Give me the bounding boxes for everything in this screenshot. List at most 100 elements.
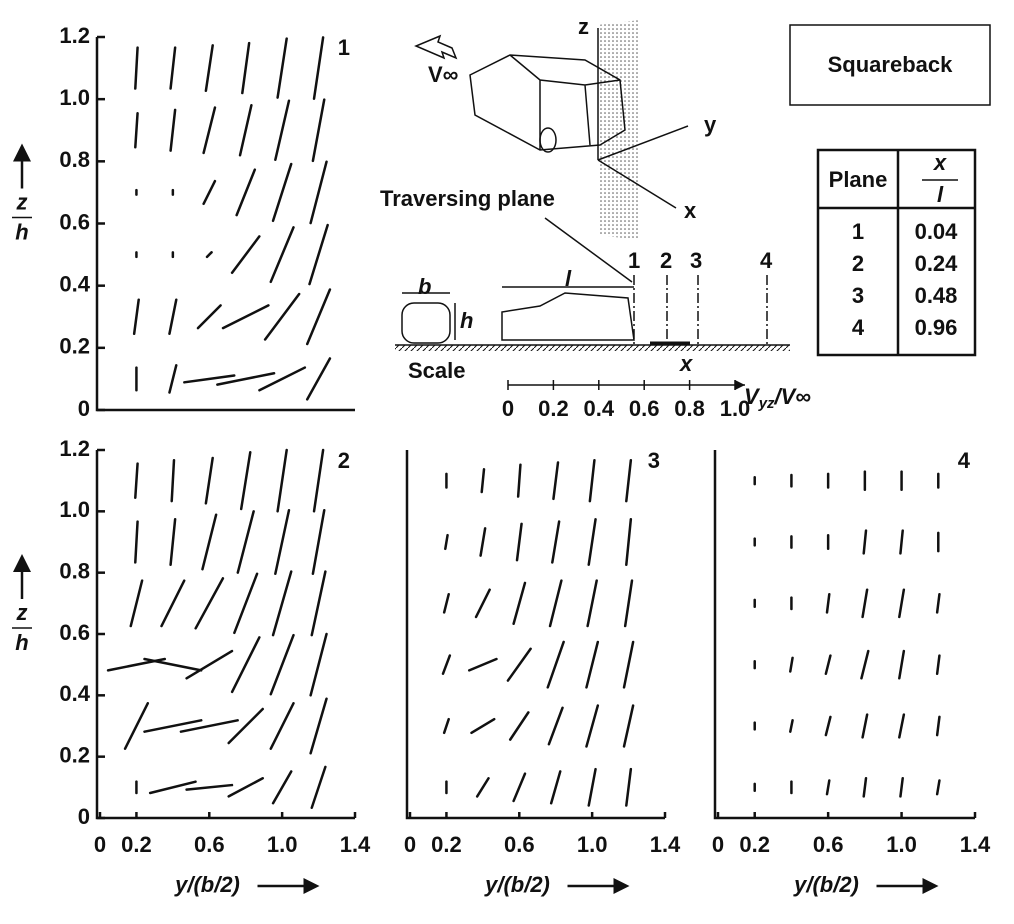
velocity-vector	[271, 770, 293, 805]
y-label-num: z	[16, 189, 28, 214]
x-tick-label: 1.4	[960, 832, 991, 857]
velocity-vector	[239, 451, 252, 511]
y-label-arrowhead	[13, 554, 31, 572]
velocity-vector	[311, 98, 326, 163]
velocity-vector	[625, 767, 633, 807]
axes	[95, 37, 355, 412]
velocity-vector	[134, 46, 139, 90]
speed-label: Vyz/V∞	[744, 384, 811, 412]
velocity-vector	[587, 767, 597, 807]
velocity-vector	[241, 41, 251, 95]
velocity-vector	[263, 292, 301, 341]
velocity-vector	[861, 588, 869, 619]
velocity-vector	[622, 640, 635, 689]
velocity-vector	[169, 518, 177, 566]
velocity-vector	[935, 654, 941, 675]
velocity-vector	[551, 520, 561, 564]
x-tick-label: 1.4	[340, 832, 371, 857]
velocity-vector	[585, 640, 600, 689]
scale-tick-label: 0.4	[584, 396, 615, 421]
velocity-vector	[233, 572, 259, 635]
velocity-vector	[824, 654, 832, 675]
x-tick-label: 0.6	[194, 832, 225, 857]
velocity-vector	[585, 704, 600, 748]
velocity-vector	[935, 593, 941, 614]
velocity-vector	[552, 461, 560, 501]
velocity-vector	[935, 779, 941, 796]
scale-text: Scale	[408, 358, 466, 383]
panel-label: 4	[958, 448, 971, 473]
velocity-vector	[311, 508, 326, 576]
velocity-vector	[269, 702, 295, 750]
velocity-vector	[194, 577, 225, 630]
velocity-vector	[442, 593, 450, 614]
y-tick-label: 0.4	[59, 681, 90, 706]
velocity-vector	[230, 636, 261, 694]
velocity-vector	[204, 456, 214, 505]
velocity-vector	[134, 462, 139, 499]
velocity-vector	[201, 513, 218, 571]
velocity-vector	[515, 522, 523, 562]
velocity-vector	[479, 527, 487, 557]
velocity-vector	[183, 374, 236, 384]
y-tick-label: 1.0	[59, 497, 90, 522]
velocity-vector	[305, 288, 332, 346]
y-tick-label: 1.2	[59, 23, 90, 48]
car-sketch	[414, 20, 689, 283]
velocity-vector	[470, 717, 496, 735]
x-tick-label: 1.0	[886, 832, 917, 857]
y-tick-label: 0.8	[59, 147, 90, 172]
scale-tick-label: 1.0	[720, 396, 751, 421]
velocity-vector	[898, 649, 906, 680]
velocity-vector	[202, 179, 217, 206]
y-label-den: h	[15, 219, 28, 244]
velocity-vector	[862, 529, 868, 555]
velocity-vector	[205, 251, 213, 259]
velocity-vector	[467, 657, 498, 672]
table-x: 0.24	[915, 251, 959, 276]
height-label: h	[460, 308, 473, 333]
velocity-vector	[512, 581, 527, 626]
y-label-den: h	[15, 630, 28, 655]
velocity-vector	[309, 160, 328, 225]
velocity-vector	[862, 777, 868, 798]
velocity-vector	[623, 579, 634, 628]
velocity-vector	[512, 772, 527, 803]
table-x: 0.48	[915, 283, 958, 308]
velocity-vector	[148, 780, 197, 795]
velocity-vector	[480, 468, 486, 494]
velocity-vector	[474, 588, 491, 619]
x-axis-label: y/(b/2)	[484, 872, 550, 897]
flow-label: V∞	[428, 62, 458, 87]
velocity-vector	[274, 508, 291, 576]
table-x-den: l	[937, 182, 944, 207]
velocity-vector	[160, 579, 186, 628]
velocity-vector	[586, 579, 598, 628]
velocity-vector	[134, 111, 139, 149]
velocity-vector	[625, 458, 633, 503]
x-tick-label: 0	[94, 832, 106, 857]
velocity-vector	[185, 649, 234, 680]
axis-y-label: y	[704, 112, 717, 137]
velocity-vector	[269, 226, 295, 284]
x-tick-label: 1.4	[650, 832, 681, 857]
y-tick-label: 0	[78, 804, 90, 829]
y-tick-label: 1.2	[59, 436, 90, 461]
panel-label: 3	[648, 448, 660, 473]
velocity-vector	[169, 46, 177, 90]
axes	[95, 450, 355, 820]
speed-sub: yz	[758, 395, 775, 412]
velocity-vector	[312, 448, 325, 513]
x-tick-label: 0.2	[431, 832, 462, 857]
side-view	[395, 275, 790, 351]
x-axis-label: y/(b/2)	[174, 872, 240, 897]
velocity-vector	[310, 765, 327, 810]
x-tick-label: 0.6	[504, 832, 535, 857]
velocity-vector	[143, 657, 203, 672]
velocity-vector	[789, 656, 794, 673]
velocity-vector	[548, 579, 563, 628]
ground-x-label: x	[679, 351, 693, 376]
x-tick-label: 1.0	[577, 832, 608, 857]
y-tick-label: 0.6	[59, 209, 90, 234]
name-box	[789, 24, 991, 106]
